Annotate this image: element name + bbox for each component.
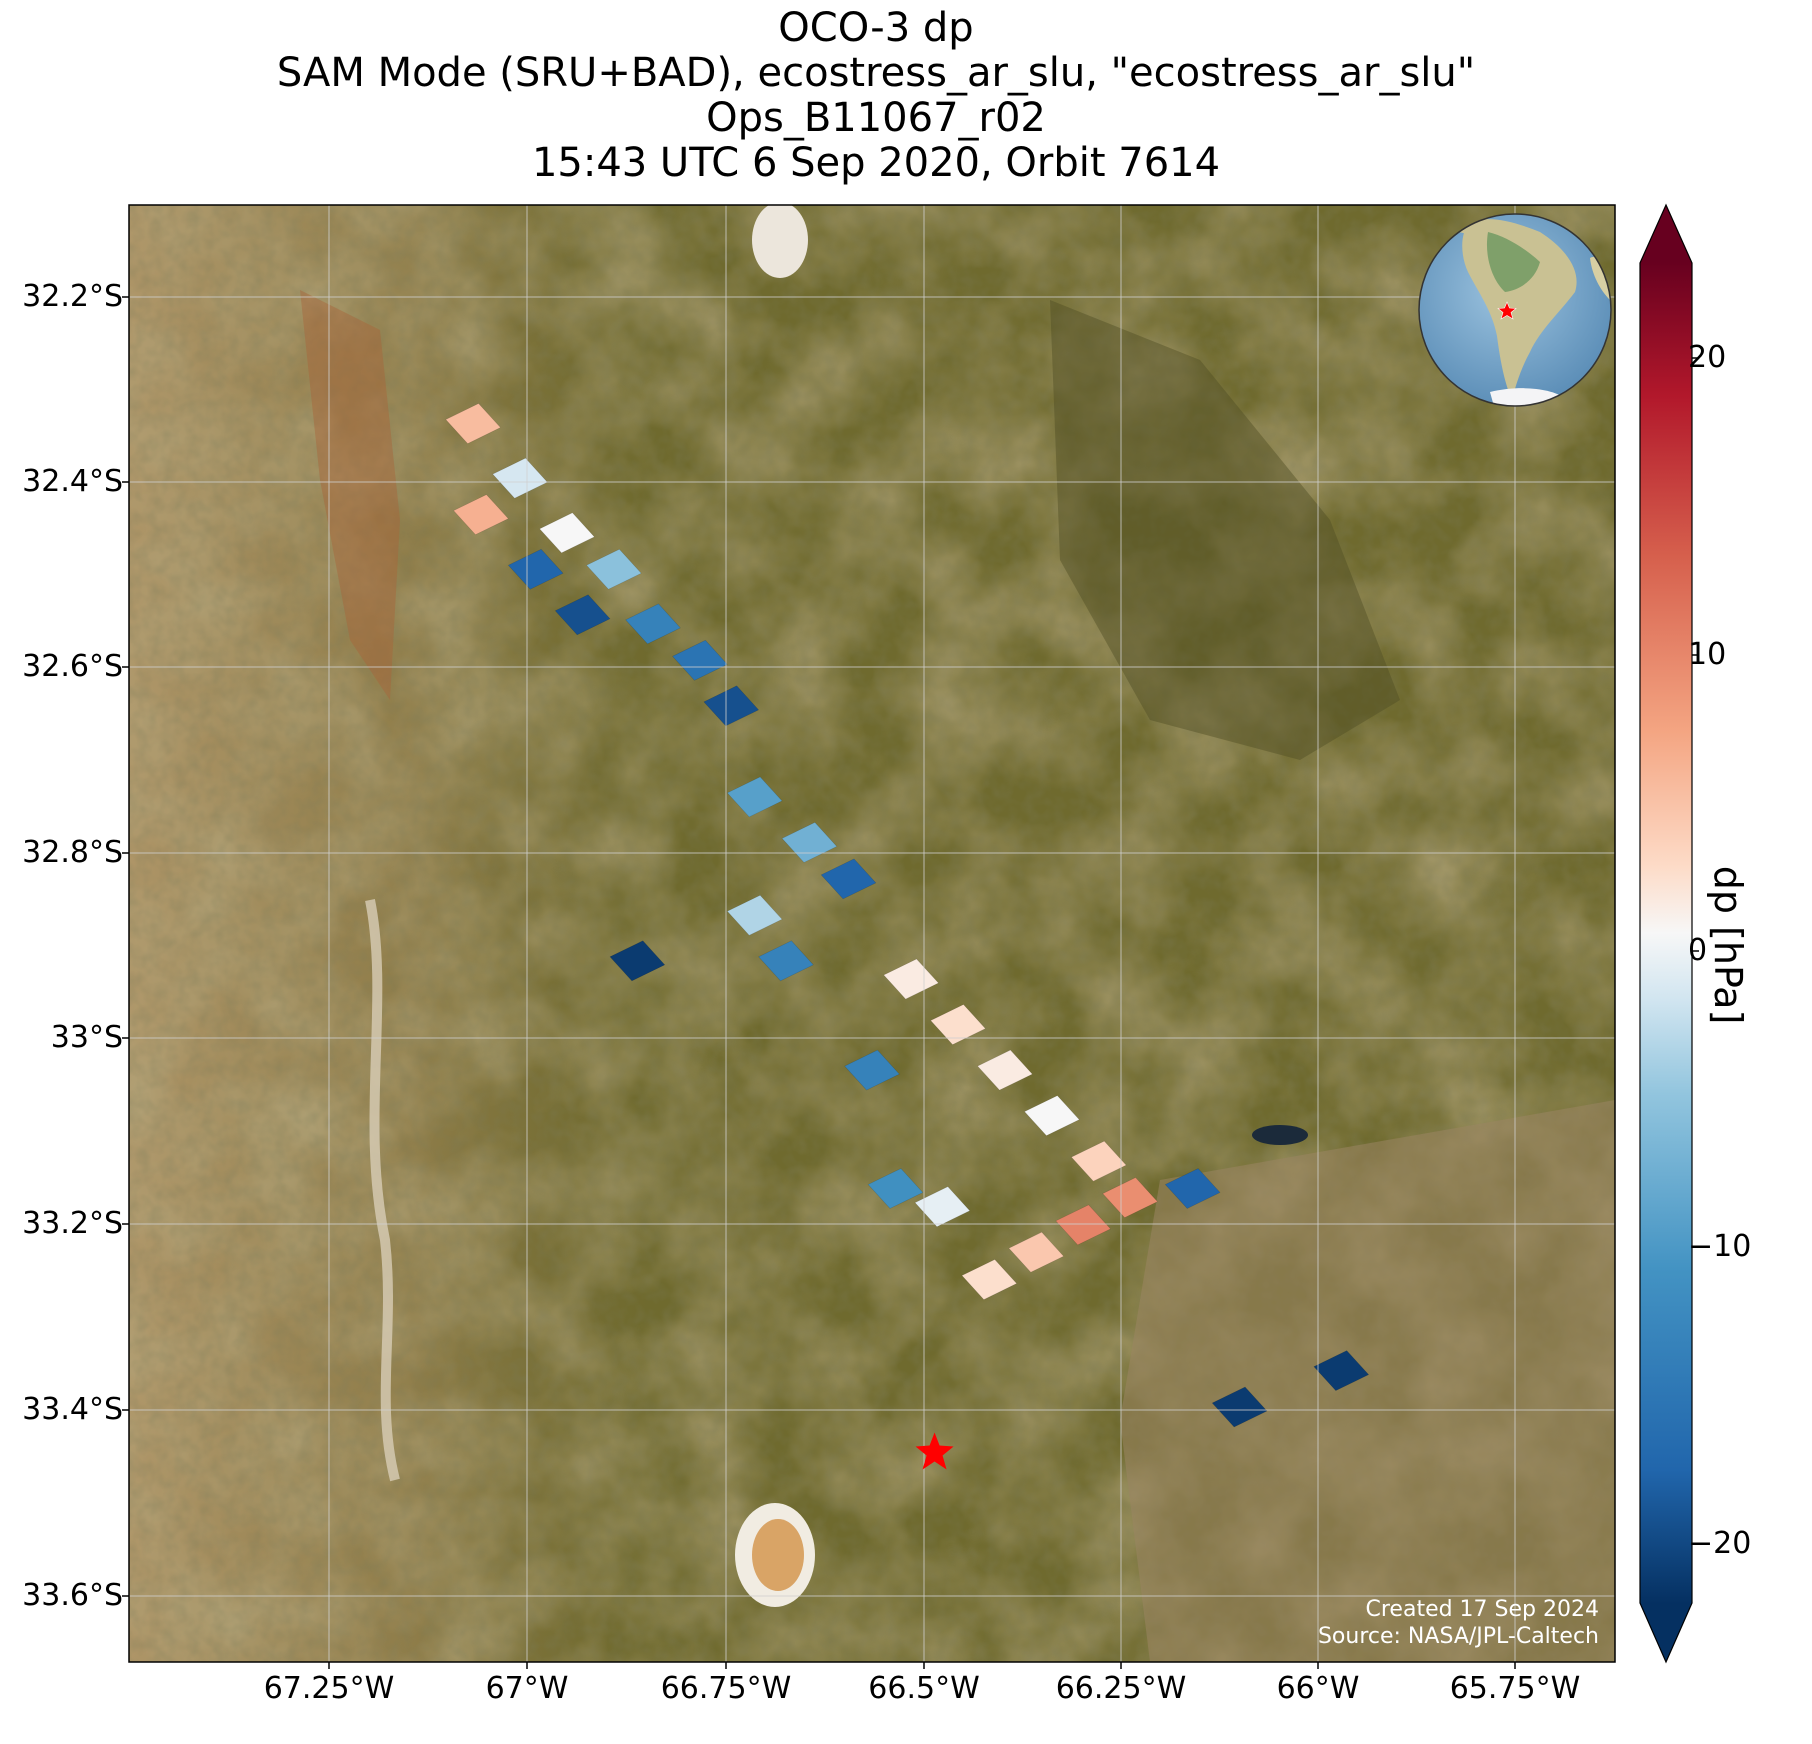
colorbar-extend-low [1640, 1603, 1692, 1662]
lon-tick-label: 66°W [1276, 1671, 1360, 1706]
sounding-pixel [445, 403, 501, 444]
lon-tick-label: 65.75°W [1449, 1671, 1581, 1706]
graticule [129, 205, 1615, 1662]
lat-tick-label: 33°S [50, 1020, 123, 1055]
sounding-pixel [781, 822, 838, 863]
lat-tick-label: 33.2°S [22, 1206, 123, 1241]
colorbar-tick-label: 0 [1688, 933, 1708, 968]
lat-tick-label: 32.6°S [22, 649, 123, 684]
lat-tick-label: 33.4°S [22, 1392, 123, 1427]
target-star-marker [915, 1432, 954, 1470]
lon-tick-label: 67°W [485, 1671, 569, 1706]
sounding-pixel [1164, 1168, 1221, 1209]
lat-tick-label: 32.4°S [22, 464, 123, 499]
colorbar-tick-label: −20 [1688, 1526, 1752, 1561]
figure-title: OCO-3 dp SAM Mode (SRU+BAD), ecostress_a… [0, 6, 1752, 186]
sounding-pixel [554, 594, 611, 636]
sounding-pixel [726, 776, 783, 818]
title-line-1: OCO-3 dp [778, 5, 974, 51]
created-credit: Created 17 Sep 2024 [1365, 1597, 1600, 1622]
sounding-pixel [758, 940, 814, 982]
sounding-pixel [1102, 1177, 1158, 1218]
sounding-pixel [883, 958, 939, 1000]
colorbar-tick-label: 10 [1688, 637, 1727, 672]
sounding-pixel [844, 1049, 900, 1091]
satellite-basemap [129, 205, 1615, 1662]
sounding-pixel [726, 894, 783, 936]
colorbar-tick-label: −10 [1688, 1229, 1752, 1264]
sounding-pixel [1055, 1204, 1112, 1246]
sounding-pixel [609, 940, 666, 982]
title-line-4: 15:43 UTC 6 Sep 2020, Orbit 7614 [531, 140, 1221, 186]
sounding-pixel [625, 603, 681, 645]
source-credit: Source: NASA/JPL-Caltech [1317, 1624, 1599, 1649]
colorbar-gradient [1640, 262, 1692, 1604]
sounding-pixel [914, 1186, 971, 1228]
sounding-pixel [453, 494, 509, 536]
colorbar-label: dp [hPa] [1706, 865, 1750, 1025]
lat-tick-label: 32.8°S [22, 835, 123, 870]
colorbar-extend-high [1640, 205, 1692, 263]
colorbar-tick-label: 20 [1688, 340, 1727, 375]
sounding-pixel [930, 1004, 986, 1045]
sounding-pixel [977, 1049, 1033, 1091]
sounding-pixel [672, 639, 728, 681]
title-line-2: SAM Mode (SRU+BAD), ecostress_ar_slu, "e… [276, 50, 1476, 96]
sounding-pixel [1008, 1231, 1065, 1273]
sounding-pixel [539, 512, 595, 554]
lon-tick-label: 66.75°W [660, 1671, 792, 1706]
lon-tick-marks [328, 1662, 1516, 1669]
sounding-pixel [820, 858, 877, 900]
lon-tick-label: 67.25°W [263, 1671, 395, 1706]
lat-tick-marks [122, 296, 129, 1597]
sounding-pixel [1024, 1095, 1080, 1137]
lat-tick-label: 33.6°S [22, 1578, 123, 1613]
sounding-pixel [961, 1259, 1018, 1300]
sounding-pixel [1313, 1350, 1370, 1392]
salt-flat-north [752, 205, 808, 278]
sounding-pixel [867, 1168, 924, 1209]
sounding-pixel [1211, 1386, 1268, 1428]
colorbar [1639, 203, 1699, 1664]
lon-tick-label: 66.5°W [868, 1671, 980, 1706]
lat-tick-label: 32.2°S [22, 279, 123, 314]
sounding-pixels [445, 403, 1370, 1428]
lon-tick-label: 66.25°W [1055, 1671, 1187, 1706]
sounding-pixel [507, 548, 564, 590]
title-line-3: Ops_B11067_r02 [706, 95, 1046, 141]
sounding-pixel [1070, 1140, 1127, 1182]
sounding-pixel [586, 548, 642, 590]
globe-star-marker [1497, 301, 1517, 320]
map-frame [128, 204, 1616, 1663]
